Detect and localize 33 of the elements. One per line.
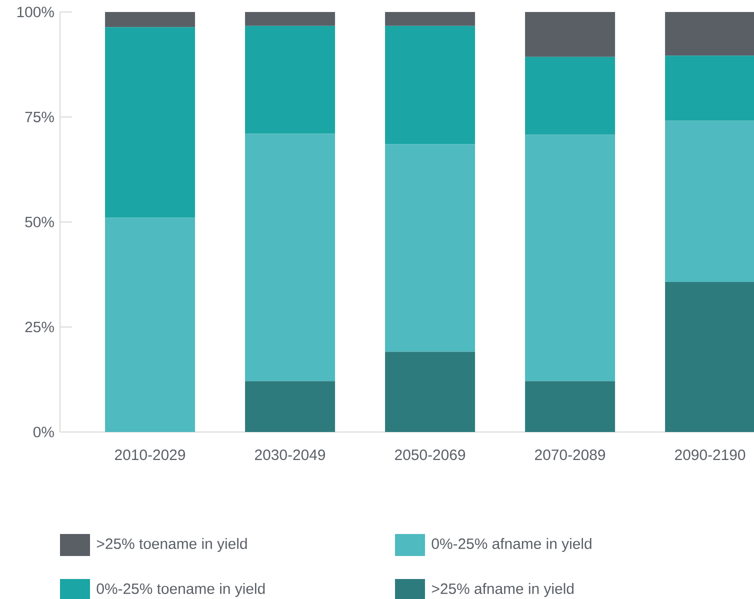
x-tick-label: 2070-2089 (535, 450, 606, 460)
legend-label: 0%-25% toename in yield (96, 583, 265, 597)
bar (525, 56, 616, 135)
bar (245, 134, 336, 382)
bar (385, 352, 476, 432)
bar (245, 381, 336, 432)
bar (385, 144, 476, 352)
bar (665, 56, 754, 121)
legend-label: 0%-25% afname in yield (432, 538, 592, 552)
bar (525, 12, 616, 57)
bar (665, 12, 754, 56)
bar (385, 26, 476, 144)
bar (385, 12, 476, 26)
x-tick-label: 2010-2029 (115, 450, 186, 460)
bar (665, 282, 754, 432)
x-tick-label: 2090-2190 (675, 450, 746, 460)
x-tick-label: 2050-2069 (395, 450, 466, 460)
bar (105, 27, 196, 218)
bar (665, 120, 754, 282)
y-tick-label: 25% (25, 322, 54, 332)
bar (105, 218, 196, 432)
y-tick-label: 100% (17, 6, 54, 18)
bar (525, 134, 616, 382)
y-tick-label: 0% (33, 426, 54, 438)
legend-label: >25% afname in yield (432, 583, 574, 597)
y-tick-label: 50% (25, 216, 54, 228)
y-tick-label: 75% (25, 112, 54, 122)
bar (105, 12, 196, 28)
x-tick-label: 2030-2049 (255, 450, 326, 460)
legend-label: >25% toename in yield (96, 538, 247, 552)
bar (245, 12, 336, 26)
bar (525, 381, 616, 432)
bar (245, 26, 336, 134)
